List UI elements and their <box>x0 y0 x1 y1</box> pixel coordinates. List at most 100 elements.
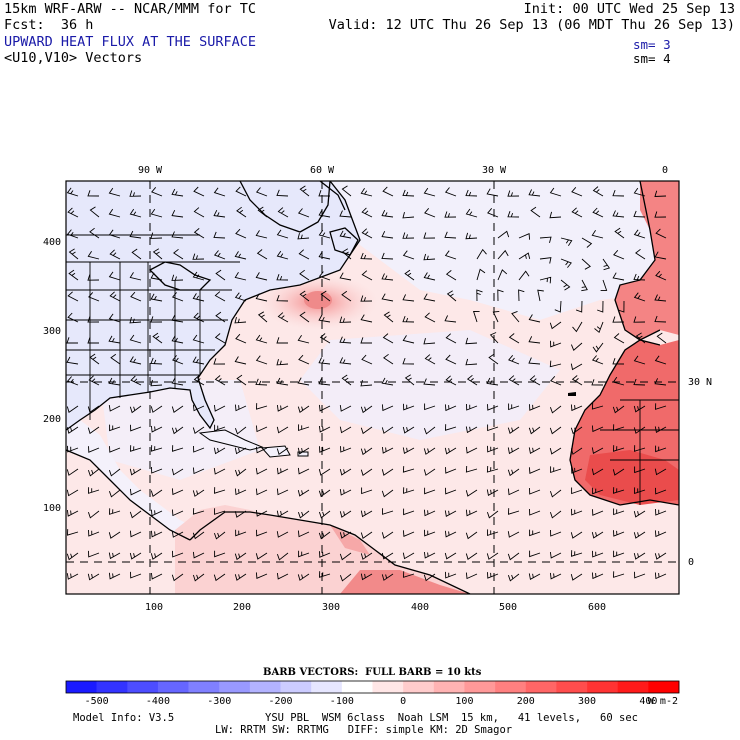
wind-barb <box>297 208 310 218</box>
right-label-0: 0 <box>688 557 694 568</box>
wind-barb <box>318 251 331 260</box>
wind-barb <box>276 229 289 239</box>
wind-barb <box>109 249 121 260</box>
wind-barb <box>276 426 289 434</box>
wind-barb <box>445 424 457 431</box>
wind-barb <box>171 573 184 582</box>
wind-barb <box>255 378 268 386</box>
wind-barb <box>381 293 394 302</box>
wind-barb <box>108 468 121 477</box>
wind-barb <box>423 232 436 239</box>
wind-barb <box>465 189 478 197</box>
physics-info: YSU PBL WSM 6class Noah LSM 15 km, 41 le… <box>265 712 638 724</box>
wind-barb <box>571 550 583 557</box>
wind-barb <box>88 446 100 453</box>
wind-barb <box>66 552 79 561</box>
bottom-label-200: 200 <box>233 602 251 613</box>
wind-barb <box>570 531 583 539</box>
wind-barb <box>528 447 541 454</box>
wind-barb <box>130 375 142 386</box>
wind-barb <box>234 272 247 281</box>
wind-barb <box>234 316 247 324</box>
wind-barb <box>591 572 604 580</box>
wind-barb <box>276 531 289 538</box>
wind-barb <box>361 354 373 365</box>
wind-barb <box>318 531 331 540</box>
wind-barb <box>66 356 79 365</box>
wind-barb <box>66 489 79 497</box>
wind-barb <box>486 465 499 473</box>
wind-barb <box>171 426 184 435</box>
legend-swatch <box>495 681 527 693</box>
wind-barb <box>529 404 541 411</box>
wind-barb <box>633 405 646 413</box>
wind-barb <box>529 508 541 516</box>
wind-barb <box>518 252 531 260</box>
wind-barb <box>234 426 247 435</box>
legend-swatch <box>66 681 97 693</box>
wind-barb <box>423 426 436 435</box>
wind-barb <box>130 571 142 579</box>
legend-swatch <box>587 681 618 693</box>
left-label-300: 300 <box>43 326 61 337</box>
wind-barb <box>152 332 163 344</box>
wind-barb <box>150 208 163 218</box>
wind-barb <box>150 357 163 365</box>
wind-barb <box>465 572 478 580</box>
wind-barb <box>193 375 205 386</box>
wind-barb <box>497 249 509 260</box>
wind-barb <box>539 276 552 284</box>
wind-barb <box>600 279 608 291</box>
wind-barb <box>192 356 205 365</box>
wind-barb <box>487 445 499 453</box>
model-info: Model Info: V3.5 <box>73 712 175 724</box>
wind-barb <box>341 374 352 386</box>
wind-barb <box>402 211 415 219</box>
wind-barb <box>108 271 121 281</box>
wind-barb <box>318 468 331 476</box>
wind-barb <box>339 510 352 518</box>
wind-barb <box>528 336 541 344</box>
wind-barb <box>612 272 625 281</box>
wind-barb <box>634 487 646 495</box>
wind-barb <box>298 550 310 558</box>
wind-barb <box>68 248 79 260</box>
wind-barb <box>256 249 268 260</box>
legend-swatch <box>648 681 680 693</box>
wind-barb <box>554 300 562 313</box>
wind-barb <box>318 314 331 323</box>
wind-barb <box>507 531 520 538</box>
forecast-hour: Fcst: 36 h <box>4 17 94 33</box>
wind-barb <box>508 355 520 365</box>
wind-barb <box>424 529 436 537</box>
wind-barb <box>444 447 457 455</box>
wind-barb <box>465 552 478 561</box>
wind-barb <box>444 250 457 260</box>
wind-barb <box>381 252 394 260</box>
wind-barb <box>635 332 646 344</box>
wind-barb <box>656 332 667 344</box>
wind-barb <box>444 404 457 412</box>
wind-barb <box>171 188 184 197</box>
wind-barb <box>192 467 205 475</box>
wind-barb <box>402 466 415 473</box>
wind-barb <box>87 405 100 413</box>
left-label-200: 200 <box>43 414 61 425</box>
wind-barb <box>87 251 100 260</box>
wind-barb <box>465 531 478 540</box>
wind-barb <box>257 311 268 323</box>
wind-barb <box>486 510 499 519</box>
wind-barb <box>594 321 604 334</box>
wind-barb <box>571 487 583 495</box>
wind-barb <box>276 552 289 561</box>
wind-barb <box>402 357 415 365</box>
wind-barb <box>423 447 436 455</box>
wind-barb <box>297 447 310 455</box>
legend-label: 0 <box>400 696 406 707</box>
wind-barb <box>575 300 583 313</box>
wind-barb <box>319 333 331 344</box>
wind-barb <box>360 426 373 435</box>
wind-barb <box>255 509 268 517</box>
color-legend <box>65 680 680 694</box>
wind-barb <box>549 447 562 455</box>
